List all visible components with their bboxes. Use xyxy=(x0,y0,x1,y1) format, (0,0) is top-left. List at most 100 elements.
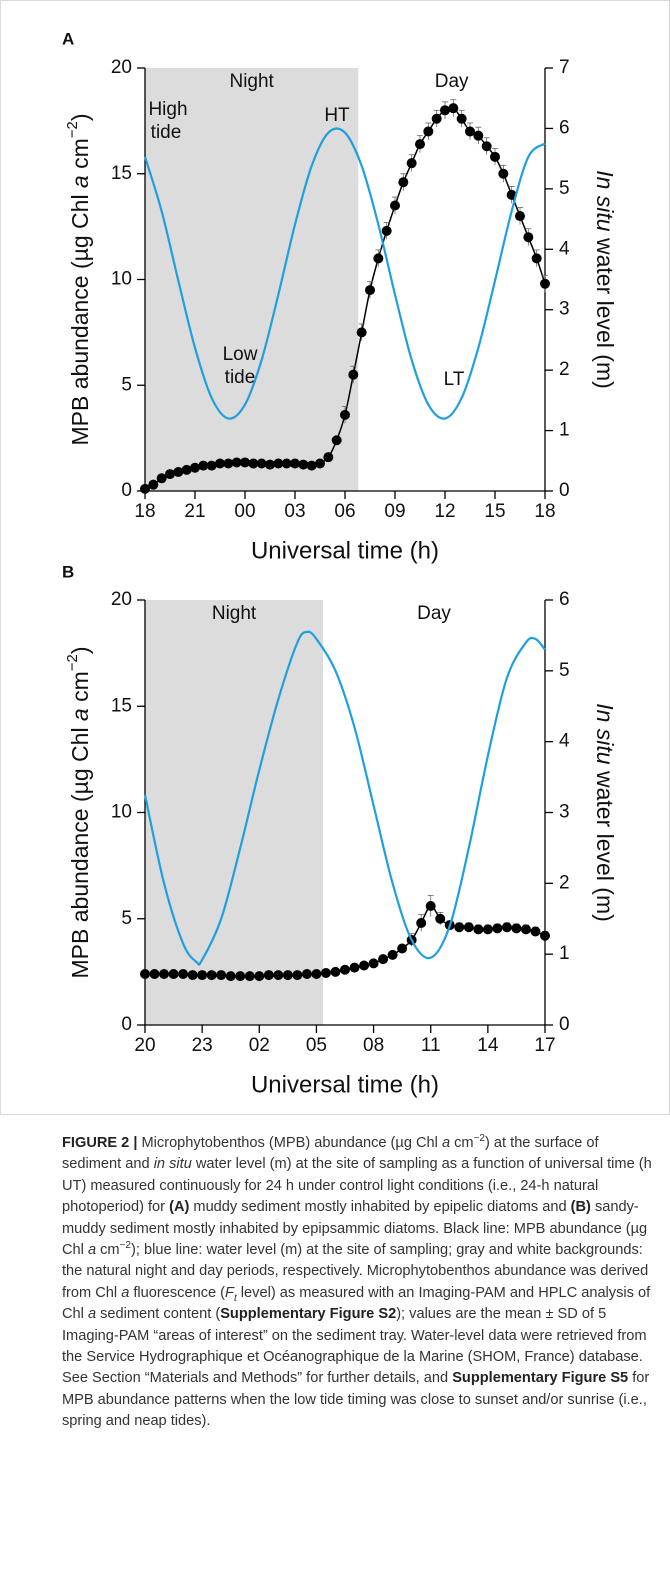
data-point xyxy=(340,409,350,420)
data-point xyxy=(298,459,309,470)
y2-tick-label: 6 xyxy=(559,589,570,610)
caption-run: level) as measured with an Imaging-PAM a… xyxy=(62,1284,651,1323)
data-point xyxy=(431,113,442,124)
axis-label-part: ) xyxy=(67,113,93,121)
data-point xyxy=(373,253,384,264)
axis-label-part: In situ xyxy=(592,170,618,232)
data-point xyxy=(349,962,360,973)
caption-run: ); values are the mean ± SD of 5 Imaging… xyxy=(62,1306,647,1387)
data-point xyxy=(148,479,159,490)
x-tick-label: 02 xyxy=(249,1035,270,1056)
data-point xyxy=(265,459,275,470)
y-tick-label: 15 xyxy=(111,695,132,716)
data-point xyxy=(140,483,150,494)
data-point xyxy=(406,158,417,169)
caption-run: Microphytobenthos (MPB) abundance (µg Ch… xyxy=(137,1135,442,1151)
caption-run: ); blue line: water level (m) at the sit… xyxy=(62,1242,649,1301)
data-point xyxy=(498,168,509,179)
x-tick-label: 05 xyxy=(306,1035,327,1056)
y-tick-label: 0 xyxy=(121,480,132,501)
data-point xyxy=(216,970,227,981)
data-point xyxy=(165,469,175,480)
data-point xyxy=(187,970,198,981)
data-point xyxy=(263,970,274,981)
data-point xyxy=(159,969,170,979)
data-point xyxy=(448,103,459,114)
data-point xyxy=(454,922,465,933)
data-point xyxy=(540,930,550,941)
data-point xyxy=(359,960,370,971)
axis-label-part: water level (m) xyxy=(592,232,618,389)
x-tick-label: 09 xyxy=(384,501,405,522)
x-tick-label: 20 xyxy=(134,1035,155,1056)
data-point xyxy=(198,460,209,471)
data-point xyxy=(492,923,503,934)
data-point xyxy=(501,922,512,933)
data-point xyxy=(415,139,425,150)
caption-run: −2 xyxy=(119,1240,131,1252)
data-point xyxy=(168,969,179,979)
y-tick-label: 20 xyxy=(111,57,132,78)
caption-run: (B) xyxy=(570,1199,591,1216)
axis-label-part: ) xyxy=(67,646,93,654)
caption-run: sediment content ( xyxy=(96,1306,221,1323)
data-point xyxy=(506,189,517,200)
y2-tick-label: 2 xyxy=(559,872,570,893)
data-point xyxy=(306,460,317,471)
data-point xyxy=(231,457,242,468)
y2-tick-label: 3 xyxy=(559,802,570,823)
y-tick-label: 10 xyxy=(111,802,132,823)
data-point xyxy=(273,458,284,469)
data-point xyxy=(482,924,493,935)
data-point xyxy=(348,369,359,380)
data-point xyxy=(178,969,189,979)
caption-run: FIGURE 2 | xyxy=(62,1135,138,1151)
x-axis-label: Universal time (h) xyxy=(251,1071,439,1098)
data-point xyxy=(197,970,208,981)
data-point xyxy=(520,924,531,935)
data-point xyxy=(398,177,409,188)
data-point xyxy=(140,969,150,979)
caption-run: −2 xyxy=(473,1133,485,1145)
x-tick-label: 18 xyxy=(534,501,555,522)
annotation: High xyxy=(148,99,187,120)
data-point xyxy=(365,285,375,296)
y-tick-label: 5 xyxy=(121,374,132,395)
axis-label: In situ water level (m) xyxy=(592,170,618,389)
data-point xyxy=(206,970,217,981)
data-point xyxy=(323,452,334,463)
period-label: Day xyxy=(435,71,469,92)
axis-label-part: In situ xyxy=(592,703,618,765)
water-level-line xyxy=(143,630,546,966)
caption-run: a xyxy=(441,1135,451,1151)
y-tick-label: 10 xyxy=(111,269,132,290)
caption-run: fluorescence ( xyxy=(129,1284,226,1301)
axis-label-part: a xyxy=(67,175,93,188)
y2-tick-label: 2 xyxy=(559,359,570,380)
data-point xyxy=(215,458,225,469)
caption-run: (A) xyxy=(169,1199,190,1216)
data-point xyxy=(156,473,167,484)
y2-tick-label: 5 xyxy=(559,178,570,199)
data-point xyxy=(356,327,367,338)
axis-label-part: cm xyxy=(67,671,93,708)
y2-tick-label: 1 xyxy=(559,943,570,964)
data-point xyxy=(225,971,236,982)
data-point xyxy=(473,924,484,935)
y2-tick-label: 1 xyxy=(559,420,570,441)
data-point xyxy=(465,126,475,137)
data-point xyxy=(330,966,341,977)
x-axis-label: Universal time (h) xyxy=(251,537,439,564)
period-background xyxy=(145,600,324,1025)
caption-run: Supplementary Figure S5 xyxy=(452,1370,629,1387)
data-point xyxy=(440,105,450,116)
x-tick-label: 08 xyxy=(363,1035,384,1056)
axis-label-part: MPB abundance (µg Chl xyxy=(67,188,93,445)
axis-label-part: cm xyxy=(67,138,93,175)
axis-label-part: −2 xyxy=(64,121,81,138)
y2-tick-label: 5 xyxy=(559,660,570,681)
y2-tick-label: 0 xyxy=(559,480,570,501)
axis-label-part: −2 xyxy=(64,654,81,671)
data-point xyxy=(273,970,284,981)
